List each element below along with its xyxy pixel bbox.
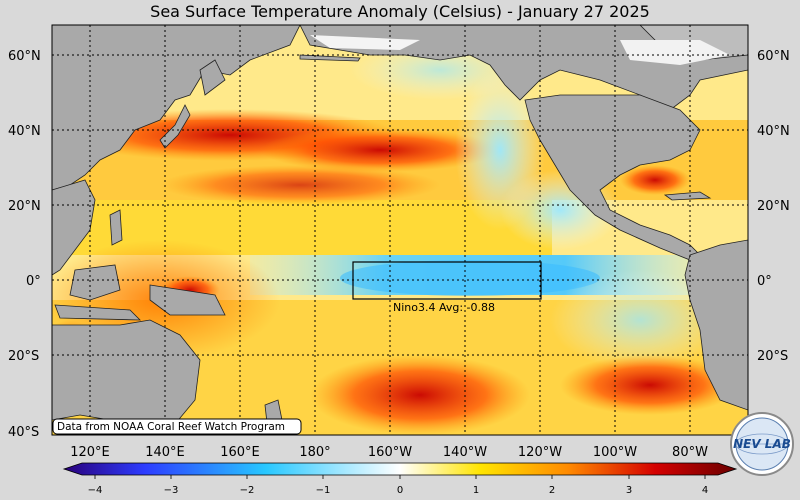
source-note-box [52, 418, 302, 435]
ocean-field [52, 25, 748, 435]
colorbar-tick: 1 [473, 485, 479, 496]
colorbar-tick: −1 [316, 485, 331, 496]
lon-label: 180° [299, 445, 330, 460]
lon-label: 140°W [443, 445, 487, 460]
lon-label: 160°E [220, 445, 260, 460]
colorbar-tick: −3 [164, 485, 179, 496]
lon-label: 120°W [518, 445, 562, 460]
colorbar-tick: 3 [626, 485, 632, 496]
lat-label-right: 20°S [757, 349, 788, 364]
colorbar-tick: 0 [397, 485, 403, 496]
lat-label-left: 40°N [8, 124, 41, 139]
colorbar-tick: −4 [88, 485, 103, 496]
nino34-box [352, 261, 542, 300]
lon-label: 100°W [593, 445, 637, 460]
lat-label-right: 0° [757, 274, 772, 289]
lat-label-right: 20°N [757, 199, 790, 214]
lat-label-left: 20°N [8, 199, 41, 214]
map-border [51, 24, 749, 436]
lat-label-right: 40°N [757, 124, 790, 139]
nevlab-logo: NEV LAB [730, 412, 794, 476]
svg-text:NEV LAB: NEV LAB [733, 437, 791, 451]
lat-label-left: 40°S [8, 425, 39, 440]
nino34-label: Nino3.4 Avg: -0.88 [393, 301, 495, 314]
colorbar-ramp [62, 462, 738, 476]
lon-label: 140°E [145, 445, 185, 460]
map-title: Sea Surface Temperature Anomaly (Celsius… [150, 2, 650, 21]
lon-label: 160°W [368, 445, 412, 460]
colorbar-tick: 2 [549, 485, 555, 496]
colorbar-tick: −2 [240, 485, 255, 496]
lat-label-right: 60°N [757, 49, 790, 64]
colorbar: −4 −3 −2 −1 0 1 2 3 4 [62, 462, 738, 496]
lat-label-left: 0° [26, 274, 41, 289]
lon-label: 120°E [70, 445, 110, 460]
colorbar-tick: 4 [702, 485, 708, 496]
lat-label-left: 20°S [8, 349, 39, 364]
lon-label: 80°W [672, 445, 708, 460]
source-note: Data from NOAA Coral Reef Watch Program [57, 421, 285, 433]
lat-label-left: 60°N [8, 49, 41, 64]
graticule [52, 25, 748, 435]
